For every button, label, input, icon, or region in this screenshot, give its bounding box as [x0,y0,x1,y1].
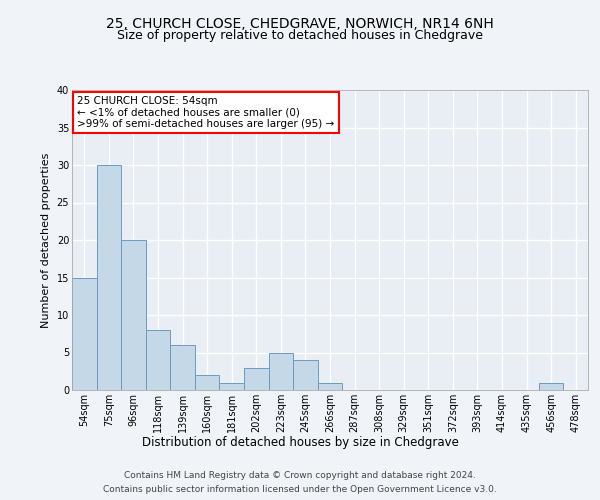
Bar [146,330,170,390]
Bar [72,278,97,390]
Bar [220,382,244,390]
Bar [293,360,318,390]
Bar [269,352,293,390]
Text: 25 CHURCH CLOSE: 54sqm
← <1% of detached houses are smaller (0)
>99% of semi-det: 25 CHURCH CLOSE: 54sqm ← <1% of detached… [77,96,334,129]
Text: Size of property relative to detached houses in Chedgrave: Size of property relative to detached ho… [117,29,483,42]
Text: Distribution of detached houses by size in Chedgrave: Distribution of detached houses by size … [142,436,458,449]
Text: Contains public sector information licensed under the Open Government Licence v3: Contains public sector information licen… [103,486,497,494]
Bar [170,345,195,390]
Y-axis label: Number of detached properties: Number of detached properties [41,152,51,328]
Text: Contains HM Land Registry data © Crown copyright and database right 2024.: Contains HM Land Registry data © Crown c… [124,472,476,480]
Bar [121,240,146,390]
Bar [97,165,121,390]
Bar [318,382,342,390]
Bar [539,382,563,390]
Text: 25, CHURCH CLOSE, CHEDGRAVE, NORWICH, NR14 6NH: 25, CHURCH CLOSE, CHEDGRAVE, NORWICH, NR… [106,18,494,32]
Bar [244,368,269,390]
Bar [195,375,220,390]
